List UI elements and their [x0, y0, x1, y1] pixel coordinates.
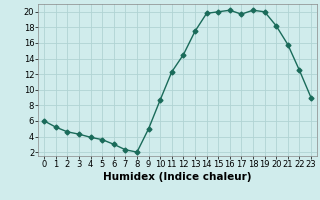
X-axis label: Humidex (Indice chaleur): Humidex (Indice chaleur): [103, 172, 252, 182]
